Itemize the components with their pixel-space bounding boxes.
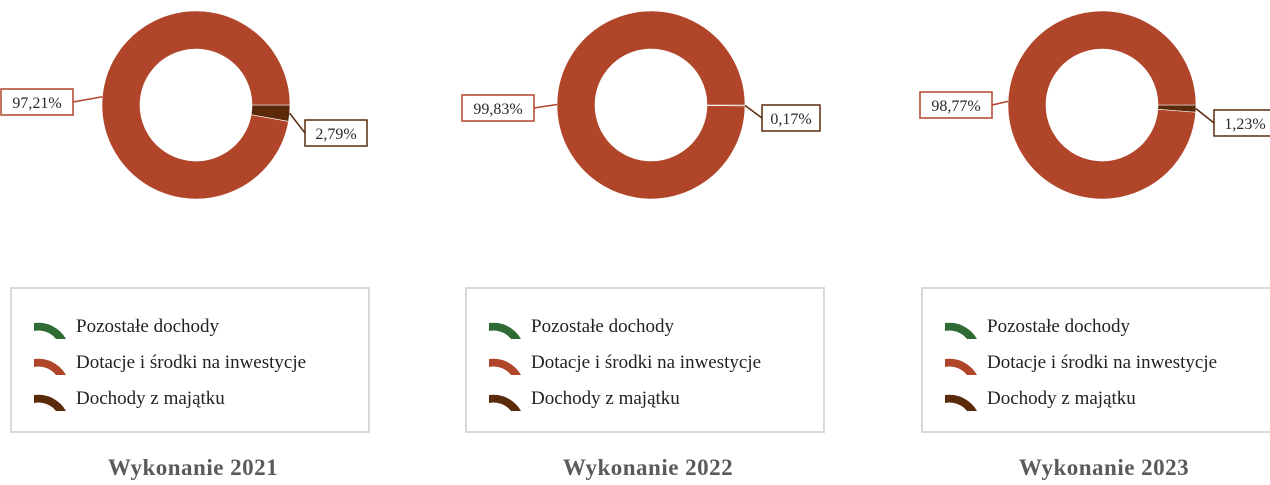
legend-swatch-red-icon (34, 358, 66, 375)
donut-slice-dotacje (556, 10, 746, 200)
legend-item-dotacje: Dotacje i środki na inwestycje (467, 349, 823, 377)
legend-swatch-green-icon (489, 322, 521, 339)
legend-box: Pozostałe dochody Dotacje i środki na in… (465, 287, 825, 433)
leader-line (72, 96, 103, 103)
data-label-box (1213, 109, 1270, 137)
legend-swatch-brown-icon (34, 394, 66, 411)
data-label: 98,77% (931, 98, 980, 115)
legend-label: Pozostałe dochody (76, 316, 220, 337)
data-label-box (304, 119, 368, 147)
legend-box: Pozostałe dochody Dotacje i środki na in… (921, 287, 1270, 433)
legend-item-dotacje: Dotacje i środki na inwestycje (923, 349, 1270, 377)
chart-title: Wykonanie 2022 (562, 455, 734, 480)
donut-slice-dotacje (101, 10, 291, 200)
legend-item-majatek: Dochody z majątku (923, 385, 1270, 413)
data-label-box (0, 88, 74, 116)
legend-item-majatek: Dochody z majątku (12, 385, 368, 413)
data-label-box (461, 94, 535, 122)
legend-label: Dotacje i środki na inwestycje (987, 352, 1218, 373)
legend-swatch-green-icon (34, 322, 66, 339)
chart-title: Wykonanie 2023 (1018, 455, 1190, 480)
legend-box: Pozostałe dochody Dotacje i środki na in… (10, 287, 370, 433)
data-label-box (761, 104, 821, 132)
data-label: 0,17% (770, 111, 811, 128)
legend-label: Pozostałe dochody (531, 316, 675, 337)
legend-item-majatek: Dochody z majątku (467, 385, 823, 413)
data-label-box (919, 91, 993, 119)
legend-label: Pozostałe dochody (987, 316, 1131, 337)
data-label: 99,83% (473, 101, 522, 118)
legend-item-pozostale: Pozostałe dochody (12, 313, 368, 341)
legend-label: Dochody z majątku (76, 388, 225, 409)
donut-chart-2021: 97,21% 2,79% (0, 10, 368, 200)
donut-chart-2023: 98,77% 1,23% (919, 10, 1270, 200)
legend-label: Dotacje i środki na inwestycje (76, 352, 307, 373)
leader-line (991, 100, 1009, 106)
leader-line (1195, 108, 1215, 124)
chart-panel-2022: 99,83% 0,17% Pozostałe dochody Dotacje i … (461, 0, 882, 485)
legend-swatch-red-icon (489, 358, 521, 375)
legend-label: Dochody z majątku (987, 388, 1136, 409)
leader-line (744, 104, 763, 119)
leader-line (289, 112, 306, 134)
legend-item-dotacje: Dotacje i środki na inwestycje (12, 349, 368, 377)
donut-slice-dotacje (1007, 10, 1197, 200)
legend-item-pozostale: Pozostałe dochody (923, 313, 1270, 341)
donut-chart-2022: 99,83% 0,17% (461, 10, 821, 200)
chart-panel-2021: 97,21% 2,79% Pozostałe dochody Dotacje i … (0, 0, 427, 485)
legend-swatch-green-icon (945, 322, 977, 339)
legend-label: Dotacje i środki na inwestycje (531, 352, 762, 373)
chart-title: Wykonanie 2021 (107, 455, 279, 480)
data-label: 2,79% (315, 126, 356, 143)
legend-label: Dochody z majątku (531, 388, 680, 409)
legend-swatch-brown-icon (489, 394, 521, 411)
legend-swatch-brown-icon (945, 394, 977, 411)
data-label: 1,23% (1224, 116, 1265, 133)
chart-panel-2023: 98,77% 1,23% Pozostałe dochody Dotacje i … (918, 0, 1270, 485)
legend-item-pozostale: Pozostałe dochody (467, 313, 823, 341)
data-label: 97,21% (12, 95, 61, 112)
leader-line (533, 103, 558, 109)
legend-swatch-red-icon (945, 358, 977, 375)
